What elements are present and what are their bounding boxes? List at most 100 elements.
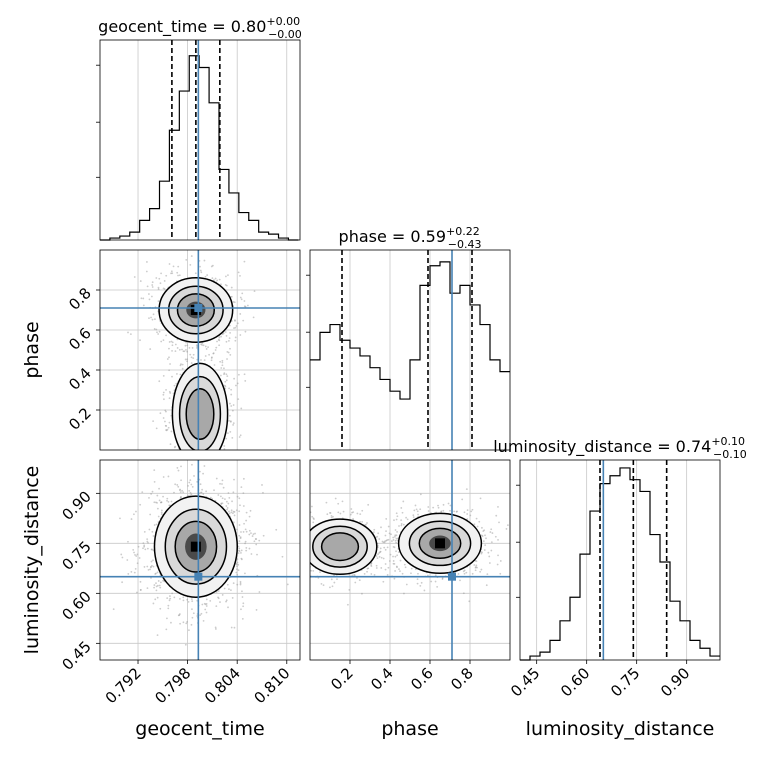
sample-point	[157, 333, 160, 335]
sample-point	[127, 573, 130, 575]
sample-point	[163, 398, 165, 401]
sample-point	[142, 304, 145, 307]
sample-point	[476, 566, 478, 569]
sample-point	[239, 274, 241, 277]
sample-point	[239, 582, 242, 585]
sample-point	[170, 430, 173, 433]
sample-point	[238, 534, 241, 537]
sample-point	[245, 547, 248, 549]
sample-point	[168, 356, 170, 359]
sample-point	[319, 571, 321, 574]
sample-point	[329, 586, 331, 589]
sample-point	[379, 547, 382, 550]
sample-point	[188, 346, 191, 349]
sample-point	[235, 563, 238, 566]
x-tick-label: 0.75	[607, 664, 643, 700]
sample-point	[142, 297, 145, 300]
sample-point	[166, 458, 168, 460]
sample-point	[162, 339, 165, 342]
sample-point	[402, 500, 405, 503]
sample-point	[191, 453, 193, 455]
sample-point	[242, 605, 245, 608]
sample-point	[437, 506, 440, 509]
sample-point	[203, 465, 206, 467]
sample-point	[233, 327, 235, 329]
sample-point	[367, 567, 370, 570]
sample-point	[224, 385, 227, 388]
sample-point	[146, 261, 148, 263]
sample-point	[175, 382, 178, 385]
sample-point	[152, 602, 155, 605]
sample-point	[228, 402, 231, 405]
sample-point	[326, 513, 329, 516]
sample-point	[349, 513, 352, 516]
sample-point	[185, 349, 187, 351]
sample-point	[498, 521, 500, 524]
sample-point	[416, 510, 419, 513]
sample-point	[390, 540, 393, 542]
sample-point	[417, 572, 419, 575]
sample-point	[486, 573, 489, 576]
sample-point	[214, 626, 217, 629]
sample-point	[225, 600, 227, 603]
sample-point	[252, 533, 255, 536]
sample-point	[223, 367, 225, 370]
sample-point	[134, 554, 136, 556]
sample-point	[146, 547, 149, 550]
sample-point	[366, 522, 368, 524]
sample-point	[442, 503, 445, 506]
sample-point	[244, 572, 246, 575]
sample-point	[162, 393, 165, 396]
sample-point	[168, 599, 171, 602]
sample-point	[384, 540, 386, 543]
contour-line	[158, 277, 234, 343]
sample-point	[170, 272, 172, 275]
sample-point	[232, 424, 235, 426]
sample-point	[235, 509, 238, 512]
sample-point	[248, 547, 251, 550]
sample-point	[330, 514, 333, 517]
sample-point	[191, 616, 194, 619]
sample-point	[171, 344, 174, 347]
sample-point	[156, 596, 159, 599]
sample-point	[394, 570, 397, 572]
sample-point	[166, 617, 168, 620]
sample-point	[226, 451, 228, 453]
sample-point	[169, 595, 171, 597]
sample-point	[303, 552, 305, 554]
sample-point	[416, 578, 419, 580]
y-tick-label: 0.60	[58, 587, 94, 623]
sample-point	[149, 568, 151, 571]
sample-point	[151, 530, 154, 533]
sample-point	[193, 475, 195, 477]
sample-point	[155, 328, 158, 331]
sample-point	[245, 511, 248, 514]
sample-point	[222, 332, 225, 335]
contour-line	[174, 520, 218, 573]
sample-point	[230, 388, 233, 391]
sample-point	[242, 319, 245, 322]
y-tick-label: 0.90	[58, 487, 94, 523]
sample-point	[490, 549, 493, 552]
sample-point	[375, 564, 378, 567]
x-tick-label: 0.792	[102, 664, 145, 707]
sample-point	[201, 488, 204, 491]
sample-point	[168, 369, 171, 372]
sample-point	[158, 277, 161, 280]
sample-point	[307, 521, 309, 523]
sample-point	[192, 453, 194, 455]
axes-frame	[99, 39, 301, 241]
sample-point	[236, 561, 239, 564]
sample-point	[232, 301, 235, 303]
y-axis-label: phase	[21, 321, 43, 378]
sample-point	[170, 270, 173, 273]
sample-point	[179, 491, 182, 494]
sample-point	[223, 445, 226, 447]
sample-point	[463, 569, 466, 572]
sample-point	[242, 602, 245, 605]
sample-point	[215, 477, 218, 480]
sample-point	[381, 540, 384, 543]
sample-point	[145, 270, 148, 273]
sample-point	[171, 375, 173, 378]
